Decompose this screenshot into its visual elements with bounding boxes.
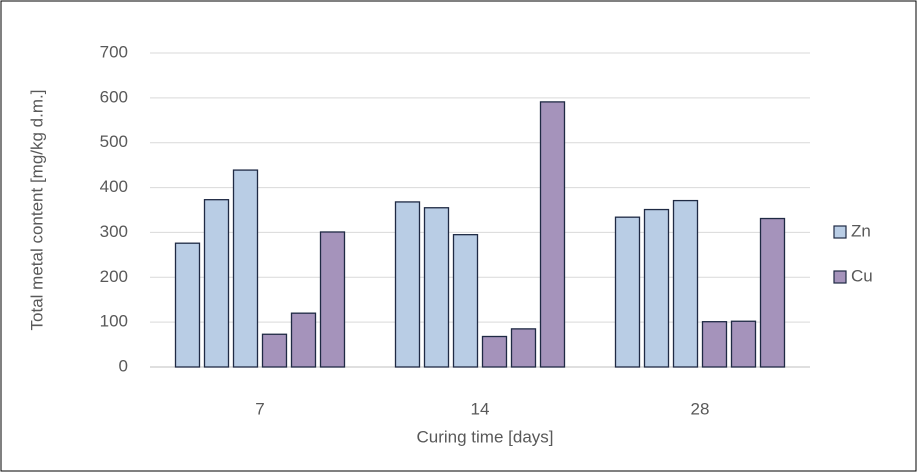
x-axis-title: Curing time [days]: [417, 427, 554, 446]
y-tick-label: 400: [100, 177, 128, 196]
y-tick-label: 300: [100, 222, 128, 241]
bar: [481, 335, 508, 368]
y-tick-label: 500: [100, 132, 128, 151]
y-axis-title: Total metal content [mg/kg d.m.]: [27, 90, 46, 331]
bar: [672, 199, 699, 368]
bar: [261, 333, 288, 368]
bar: [174, 242, 201, 368]
bar: [510, 328, 537, 368]
y-tick-label: 700: [100, 42, 128, 61]
bar: [394, 201, 421, 368]
bar: [319, 231, 346, 368]
legend-swatch: [833, 270, 847, 284]
bar: [759, 217, 786, 368]
x-tick-label: 7: [255, 399, 264, 418]
legend-swatch: [833, 225, 847, 239]
y-tick-label: 0: [119, 356, 128, 375]
x-tick-label: 28: [691, 399, 710, 418]
bar: [643, 208, 670, 368]
bar: [290, 312, 317, 368]
bar: [203, 199, 230, 368]
y-tick-label: 600: [100, 87, 128, 106]
x-tick-label: 14: [471, 399, 490, 418]
y-tick-label: 100: [100, 312, 128, 331]
bar: [539, 101, 566, 368]
bar: [614, 216, 641, 368]
bar: [730, 320, 757, 368]
bar: [232, 169, 259, 368]
legend-label: Zn: [851, 221, 871, 240]
y-tick-label: 200: [100, 267, 128, 286]
bar: [452, 234, 479, 368]
bar: [701, 321, 728, 368]
bar: [423, 207, 450, 368]
legend-label: Cu: [851, 266, 873, 285]
